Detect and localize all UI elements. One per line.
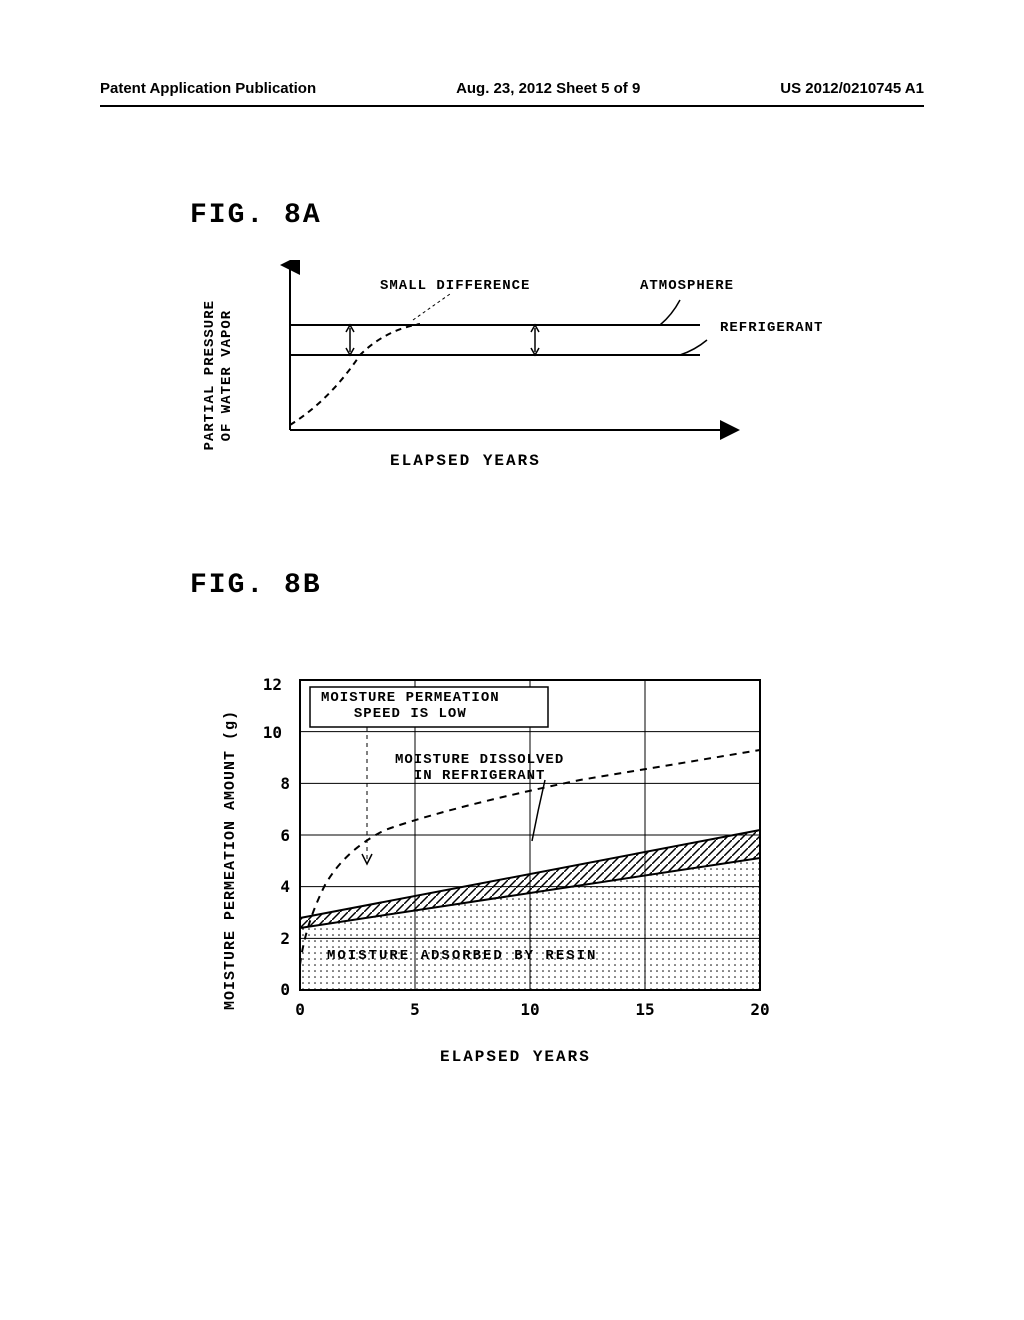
header-left: Patent Application Publication — [100, 80, 316, 97]
fig-8a-atmosphere-label: ATMOSPHERE — [640, 278, 734, 294]
svg-text:10: 10 — [263, 723, 282, 742]
fig-8a-title: FIG. 8A — [190, 200, 322, 231]
fig-8b-moisture-adsorbed-label: MOISTURE ADSORBED BY RESIN — [327, 948, 597, 964]
page-header: Patent Application Publication Aug. 23, … — [0, 80, 1024, 97]
svg-text:5: 5 — [410, 1000, 420, 1019]
header-center: Aug. 23, 2012 Sheet 5 of 9 — [456, 80, 640, 97]
fig-8a-small-difference-label: SMALL DIFFERENCE — [380, 278, 530, 294]
svg-text:20: 20 — [750, 1000, 769, 1019]
fig-8a-x-axis-label: ELAPSED YEARS — [390, 452, 541, 470]
svg-text:0: 0 — [295, 1000, 305, 1019]
svg-text:8: 8 — [280, 774, 290, 793]
header-right: US 2012/0210745 A1 — [780, 80, 924, 97]
fig-8b-x-axis-label: ELAPSED YEARS — [440, 1048, 591, 1066]
svg-text:10: 10 — [520, 1000, 539, 1019]
fig-8b-title: FIG. 8B — [190, 570, 322, 601]
svg-text:12: 12 — [263, 675, 282, 694]
fig-8b-permeation-speed-label: MOISTURE PERMEATION SPEED IS LOW — [321, 690, 500, 722]
fig-8a-y-axis-label: PARTIAL PRESSURE OF WATER VAPOR — [202, 300, 236, 450]
svg-text:6: 6 — [280, 826, 290, 845]
svg-text:4: 4 — [280, 877, 290, 896]
fig-8a-refrigerant-label: REFRIGERANT — [720, 320, 823, 336]
svg-text:0: 0 — [280, 980, 290, 999]
fig-8b-moisture-dissolved-label: MOISTURE DISSOLVED IN REFRIGERANT — [395, 752, 564, 784]
fig-8b-y-axis-label: MOISTURE PERMEATION AMOUNT (g) — [222, 710, 239, 1010]
svg-text:15: 15 — [635, 1000, 654, 1019]
svg-text:2: 2 — [280, 929, 290, 948]
header-divider — [100, 105, 924, 107]
